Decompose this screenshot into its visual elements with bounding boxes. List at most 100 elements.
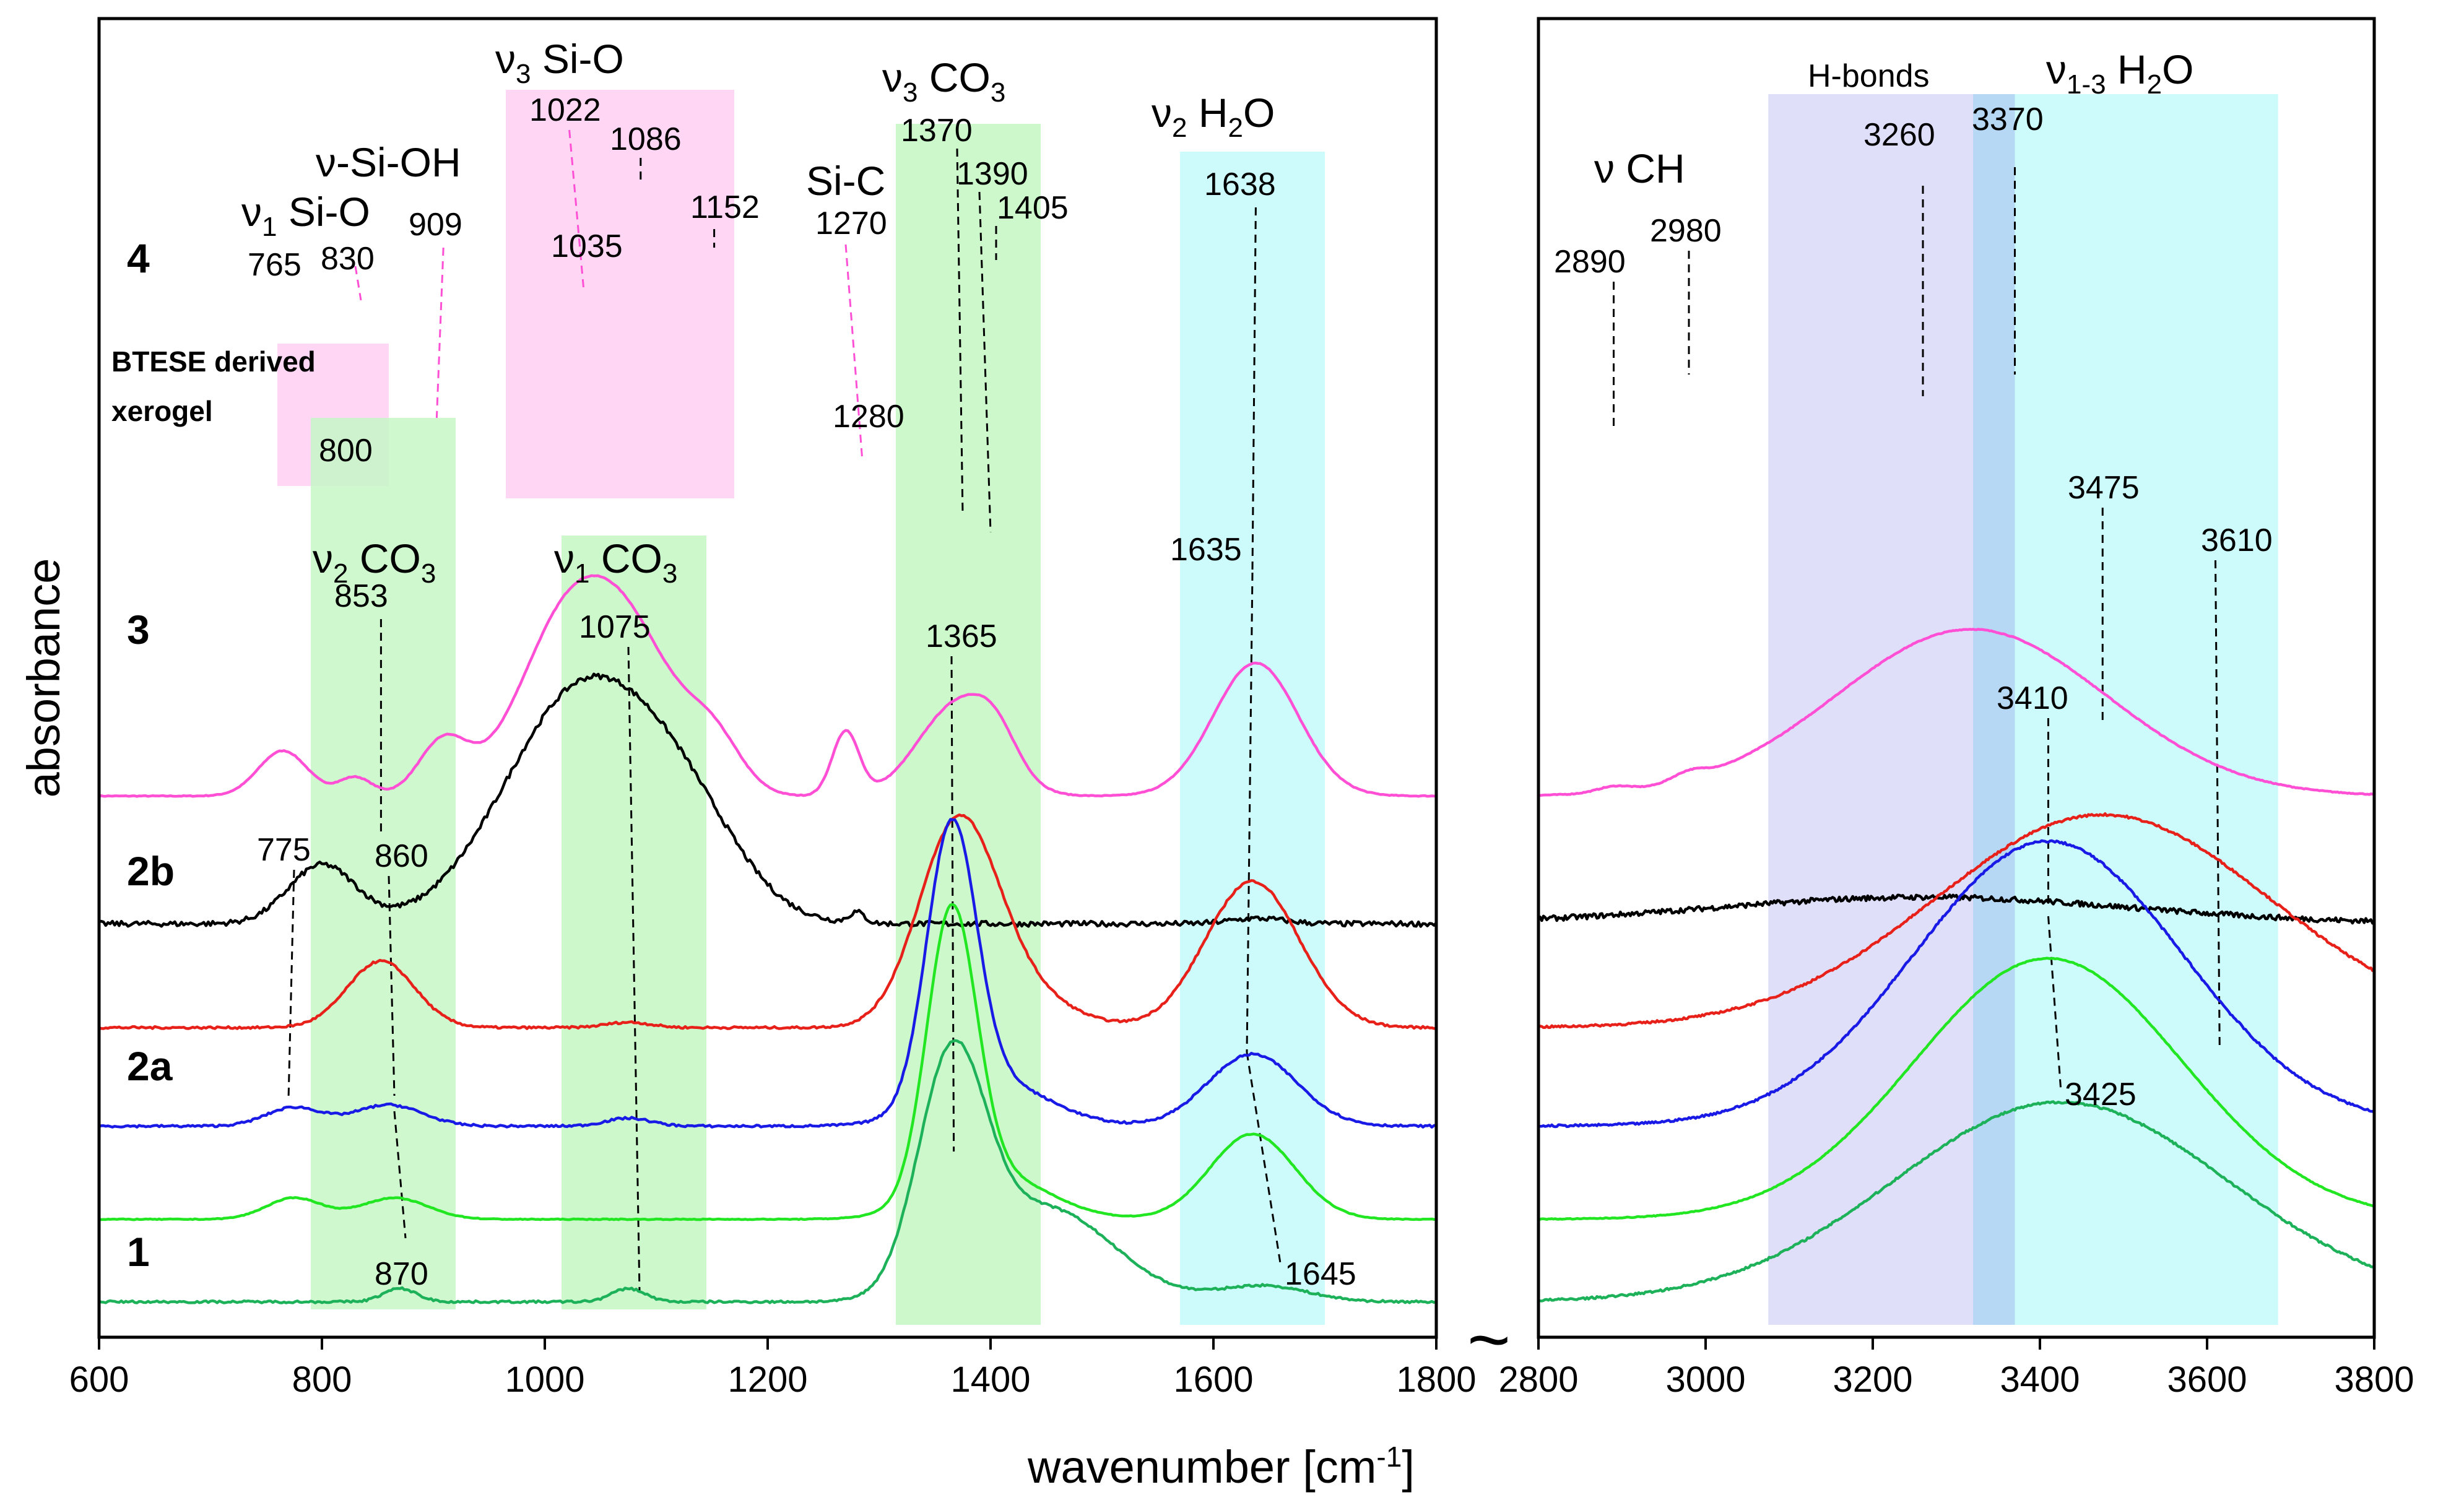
sample-label-1: 1 <box>127 1229 150 1275</box>
peak-label: 830 <box>321 241 375 277</box>
peak-label: 1405 <box>997 190 1069 226</box>
peak-label: 775 <box>257 832 311 868</box>
x-tick-label-right: 3600 <box>2167 1360 2247 1400</box>
x-axis-title: wavenumber [cm-1] <box>1027 1441 1415 1493</box>
series-line-3-left <box>98 813 1437 1030</box>
peak-label: 3610 <box>2201 523 2273 558</box>
peak-label: 765 <box>248 247 301 283</box>
sample-label-xerogel-2: xerogel <box>111 395 213 427</box>
peak-guide-line <box>1251 207 1257 570</box>
peak-guide-line <box>435 247 445 419</box>
series-line-4-left <box>98 574 1437 798</box>
peak-label: 1086 <box>610 121 682 157</box>
sample-label-2b: 2b <box>127 848 175 894</box>
peak-label: 1370 <box>901 113 973 149</box>
peak-label: 1635 <box>1170 532 1242 568</box>
peak-label: 1075 <box>579 609 651 645</box>
x-tick-label-left: 1800 <box>1396 1360 1476 1400</box>
x-tick-label-left: 1200 <box>727 1360 807 1400</box>
band-label-v13-h2o: ν1-3 H2O <box>2046 46 2193 100</box>
peak-label: 1035 <box>551 228 623 264</box>
band-overlap <box>1973 94 2015 1325</box>
series-line-3-right <box>1537 812 2375 1030</box>
band-v3-co3 <box>896 124 1041 1325</box>
band-highlights <box>277 90 2278 1325</box>
peak-guide-line <box>2047 916 2062 1090</box>
band-v3-si-o <box>506 90 734 498</box>
peak-label: 1280 <box>833 399 904 435</box>
peak-label: 1645 <box>1285 1256 1356 1292</box>
series-line-btese-derived-xerogel-left <box>98 672 1438 928</box>
peak-label: 1390 <box>957 156 1028 192</box>
band-label-v-ch: ν CH <box>1594 145 1685 191</box>
y-axis-title: absorbance <box>18 558 69 798</box>
peak-label: 1152 <box>690 189 760 225</box>
band-label-v1-sio: ν1 Si-O <box>241 189 370 242</box>
band-label-v-sioh: ν-Si-OH <box>316 139 461 185</box>
band-label-v2-co3: ν2 CO3 <box>313 536 436 589</box>
peak-label: 3475 <box>2068 470 2140 506</box>
peak-guide-line <box>627 646 641 1291</box>
series-line-2b-right <box>1538 839 2375 1129</box>
series-line-4-right <box>1538 628 2375 797</box>
axis-ticks: 600 800 1000 1200 1400 1600 1800 2800 3000 3200 34… <box>69 1337 2414 1400</box>
peak-label: 870 <box>375 1256 428 1292</box>
peak-guide-line <box>1246 1052 1282 1264</box>
peak-label: 3410 <box>1997 680 2068 716</box>
x-tick-label-right: 3200 <box>1833 1360 1912 1400</box>
right-panel-frame <box>1537 17 2376 1339</box>
x-tick-label-right: 3400 <box>2000 1360 2080 1400</box>
band-v2-h2o <box>1180 152 1325 1325</box>
peak-label: 3425 <box>2065 1077 2136 1112</box>
sample-label-4: 4 <box>127 235 150 281</box>
band-v2-co3 <box>311 418 456 1309</box>
band-label-v3-co3: ν3 CO3 <box>882 54 1005 108</box>
x-tick-label-left: 800 <box>292 1360 352 1400</box>
band-label-v3-sio: ν3 Si-O <box>495 36 624 89</box>
x-tick-label-right: 3000 <box>1665 1360 1745 1400</box>
peak-label: 3260 <box>1863 117 1935 153</box>
x-tick-label-left: 1000 <box>505 1360 584 1400</box>
x-tick-label-right: 2800 <box>1498 1360 1578 1400</box>
x-tick-label-left: 1600 <box>1173 1360 1253 1400</box>
peak-label: 909 <box>409 207 462 243</box>
peak-guide-line <box>354 266 362 301</box>
band-label-v2-h2o: ν2 H2O <box>1152 90 1275 143</box>
peak-label: 860 <box>375 838 428 874</box>
x-tick-label-left: 1400 <box>950 1360 1030 1400</box>
peak-label: 1270 <box>815 206 887 241</box>
series-line-1-left <box>98 1039 1437 1304</box>
peak-label: 3370 <box>1972 102 2044 137</box>
peak-guide-line <box>388 875 396 1096</box>
peak-label: 1638 <box>1204 167 1276 202</box>
peak-guide-line <box>956 148 964 514</box>
x-tick-label-right: 3800 <box>2334 1360 2414 1400</box>
peak-guide-line <box>287 869 295 1099</box>
peak-label: 853 <box>334 578 388 614</box>
series-line-2a-left <box>98 903 1437 1221</box>
peak-label: 2890 <box>1554 244 1626 280</box>
sample-label-xerogel-1: BTESE derived <box>111 345 316 378</box>
axis-break-symbol: ~ <box>1467 1298 1511 1381</box>
peak-guide-line <box>844 244 864 462</box>
sample-label-2a: 2a <box>127 1043 173 1089</box>
sample-label-3: 3 <box>127 607 150 653</box>
peak-labels: 765 830 909 1022 1086 1152 1035 1270 137… <box>248 92 2273 1292</box>
peak-guide-line <box>393 1111 407 1239</box>
peak-guide-line <box>1246 572 1254 1053</box>
band-label-h-bonds: H-bonds <box>1808 58 1930 94</box>
peak-label: 1022 <box>529 92 601 128</box>
spectra-series <box>98 574 2375 1304</box>
peak-label: 2980 <box>1650 213 1722 249</box>
band-label-v1-co3: ν1 CO3 <box>554 536 677 589</box>
x-tick-label-left: 600 <box>69 1360 129 1400</box>
peak-label: 800 <box>319 433 373 469</box>
series-line-btese-derived-xerogel-right <box>1537 893 2375 925</box>
band-label-si-c: Si-C <box>806 158 885 204</box>
series-line-2b-left <box>98 818 1437 1129</box>
peak-guide-line <box>978 191 992 533</box>
series-line-2a-right <box>1538 956 2375 1221</box>
series-line-1-right <box>1538 1100 2375 1303</box>
peak-label: 1365 <box>926 618 997 654</box>
